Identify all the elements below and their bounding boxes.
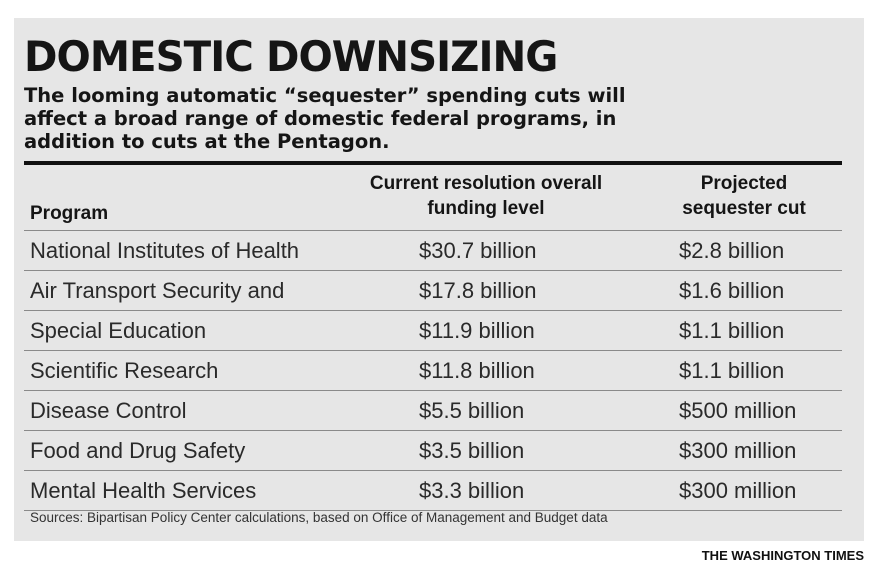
funding-level-cell: $5.5 billion <box>419 398 525 423</box>
sequester-cut-cell: $1.1 billion <box>679 358 785 383</box>
column-header-sequester-cut: Projected sequester cut <box>682 173 806 219</box>
column-header-funding-level: Current resolution overall funding level <box>369 173 603 219</box>
funding-level-cell: $3.5 billion <box>419 438 525 463</box>
source-note: Sources: Bipartisan Policy Center calcul… <box>30 510 608 525</box>
publisher-credit: THE WASHINGTON TIMES <box>701 548 864 563</box>
sequester-cut-cell: $300 million <box>679 478 797 503</box>
table-row: Scientific Research $11.8 billion $1.1 bil… <box>24 351 842 391</box>
table-row: Food and Drug Safety $3.5 billion $300 mil… <box>24 431 842 471</box>
funding-level-cell: $17.8 billion <box>419 278 537 303</box>
program-cell: Mental Health Services <box>30 478 257 503</box>
header-rule <box>24 230 842 231</box>
chart-title: DOMESTIC DOWNSIZING <box>24 32 558 81</box>
funding-level-cell: $30.7 billion <box>419 238 537 263</box>
sequester-cut-cell: $500 million <box>679 398 797 423</box>
table-row: Special Education $11.9 billion $1.1 billi… <box>24 311 842 351</box>
program-cell: Disease Control <box>30 398 187 423</box>
table-top-rule <box>24 161 842 165</box>
sequester-cut-cell: $1.6 billion <box>679 278 785 303</box>
funding-level-cell: $3.3 billion <box>419 478 525 503</box>
program-cell: Special Education <box>30 318 207 343</box>
sequester-cut-cell: $2.8 billion <box>679 238 785 263</box>
funding-level-cell: $11.9 billion <box>419 318 535 343</box>
table-row: Mental Health Services $3.3 billion $300 m… <box>24 471 842 511</box>
column-header-program: Program <box>30 203 109 224</box>
program-cell: Scientific Research <box>30 358 219 383</box>
table-row: Air Transport Security and $17.8 billion $… <box>24 271 842 311</box>
sequester-cut-cell: $300 million <box>679 438 797 463</box>
program-cell: Food and Drug Safety <box>30 438 246 463</box>
sequester-cut-cell: $1.1 billion <box>679 318 785 343</box>
table-body: National Institutes of Health $30.7 billi… <box>24 231 842 511</box>
program-cell: Air Transport Security and <box>30 278 285 303</box>
program-cell: National Institutes of Health <box>30 238 300 263</box>
infographic-panel: DOMESTIC DOWNSIZING The looming automati… <box>14 18 864 541</box>
table-row: National Institutes of Health $30.7 billi… <box>24 231 842 271</box>
chart-subtitle: The looming automatic “sequester” spendi… <box>24 84 626 153</box>
funding-level-cell: $11.8 billion <box>419 358 535 383</box>
table-row: Disease Control $5.5 billion $500 million <box>24 391 842 431</box>
